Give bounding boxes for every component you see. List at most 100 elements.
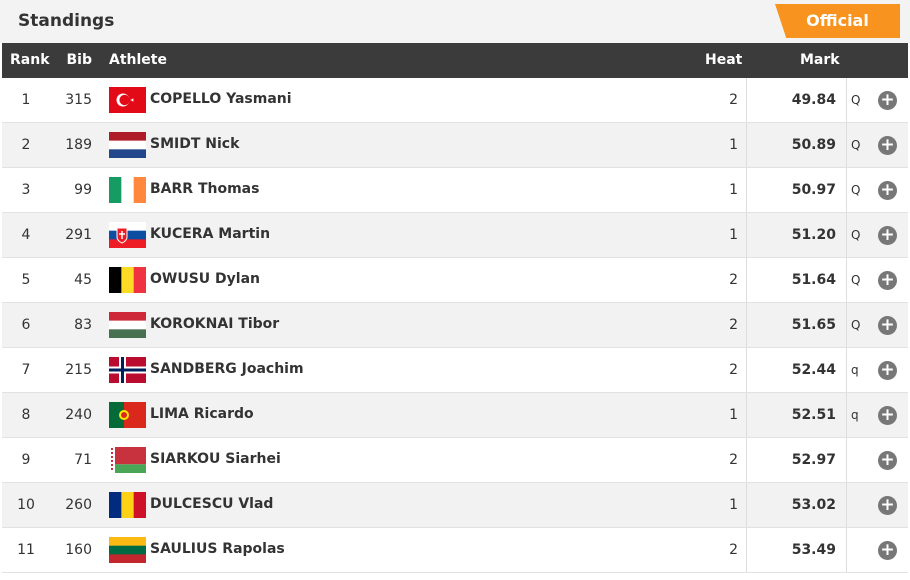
column-separator: [746, 483, 747, 527]
column-separator: [746, 258, 747, 302]
details-button[interactable]: +: [878, 181, 897, 200]
details-button[interactable]: +: [878, 361, 897, 380]
mark: 49.84: [791, 92, 836, 108]
mark: 51.20: [791, 227, 836, 243]
table-row: 6 83 KOROKNAI Tibor 2 51.65 Q +: [2, 303, 908, 348]
column-separator: [746, 78, 747, 122]
column-separator: [846, 258, 847, 302]
bib: 215: [65, 362, 92, 378]
mark: 53.02: [791, 497, 836, 513]
athlete-name: DULCESCU Vlad: [150, 496, 274, 512]
country-flag: [109, 357, 146, 383]
qualifier: q: [851, 363, 859, 377]
table-row: 1 315 COPELLO Yasmani 2 49.84 Q +: [2, 78, 908, 123]
title: Standings: [18, 11, 115, 31]
column-header: Rank: [10, 52, 50, 68]
details-button[interactable]: +: [878, 316, 897, 335]
country-flag: [109, 447, 146, 473]
heat: 2: [729, 92, 738, 108]
bib: 83: [74, 317, 92, 333]
athlete-name: SIARKOU Siarhei: [150, 451, 281, 467]
details-button[interactable]: +: [878, 541, 897, 560]
qualifier: Q: [851, 273, 861, 287]
heat: 2: [729, 317, 738, 333]
column-separator: [846, 168, 847, 212]
table-row: 8 240 LIMA Ricardo 1 52.51 q +: [2, 393, 908, 438]
column-separator: [846, 78, 847, 122]
table-row: 3 99 BARR Thomas 1 50.97 Q +: [2, 168, 908, 213]
table-row: 4 291 KUCERA Martin 1 51.20 Q +: [2, 213, 908, 258]
bib: 71: [74, 452, 92, 468]
heat: 2: [729, 362, 738, 378]
column-separator: [846, 303, 847, 347]
details-button[interactable]: +: [878, 496, 897, 515]
rank: 9: [21, 452, 31, 468]
country-flag: [109, 537, 146, 564]
column-separator: [746, 438, 747, 482]
athlete-name: SANDBERG Joachim: [150, 361, 304, 377]
rank: 11: [17, 542, 35, 558]
flag-icon: [109, 357, 146, 383]
qualifier: Q: [851, 138, 861, 152]
bib: 99: [74, 182, 92, 198]
column-separator: [746, 528, 747, 572]
column-separator: [746, 393, 747, 437]
details-button[interactable]: +: [878, 406, 897, 425]
column-header: Bib: [66, 52, 93, 68]
bib: 315: [65, 92, 92, 108]
mark: 50.89: [791, 137, 836, 153]
mark: 52.44: [791, 362, 836, 378]
column-separator: [846, 528, 847, 572]
details-button[interactable]: +: [878, 226, 897, 245]
country-flag: [109, 402, 146, 428]
mark: 52.97: [791, 452, 836, 468]
column-header: Mark: [800, 52, 840, 68]
heat: 2: [729, 452, 738, 468]
heat: 1: [729, 182, 738, 198]
column-header: Athlete: [109, 52, 167, 68]
column-separator: [846, 213, 847, 257]
athlete-name: KUCERA Martin: [150, 226, 271, 242]
heat: 2: [729, 542, 738, 558]
table-row: 9 71 SIARKOU Siarhei 2 52.97 +: [2, 438, 908, 483]
rank: 5: [21, 272, 31, 288]
qualifier: Q: [851, 228, 861, 242]
heat: 1: [729, 497, 738, 513]
athlete-name: LIMA Ricardo: [150, 406, 254, 422]
bib: 189: [65, 137, 92, 153]
heat: 1: [729, 407, 738, 423]
country-flag: [109, 492, 147, 518]
country-flag: [109, 312, 146, 339]
column-header: Heat: [705, 52, 743, 68]
details-button[interactable]: +: [878, 271, 897, 290]
column-separator: [746, 303, 747, 347]
status-badge: Official: [775, 4, 900, 38]
table-row: 11 160 SAULIUS Rapolas 2 53.49 +: [2, 528, 908, 573]
column-separator: [846, 438, 847, 482]
details-button[interactable]: +: [878, 451, 897, 470]
bib: 160: [65, 542, 92, 558]
flag-icon: [109, 402, 146, 428]
athlete-name: KOROKNAI Tibor: [150, 316, 280, 332]
athlete-name: COPELLO Yasmani: [150, 91, 292, 107]
flag-icon: [109, 132, 146, 159]
bib: 45: [74, 272, 92, 288]
mark: 50.97: [791, 182, 836, 198]
country-flag: [109, 267, 147, 293]
details-button[interactable]: +: [878, 91, 897, 110]
qualifier: q: [851, 408, 859, 422]
athlete-name: SMIDT Nick: [150, 136, 240, 152]
country-flag: [109, 222, 146, 249]
flag-icon: [109, 222, 146, 249]
table-header: Rank Bib Athlete Heat Mark: [2, 43, 908, 78]
rank: 6: [21, 317, 31, 333]
rank: 7: [21, 362, 31, 378]
mark: 51.65: [791, 317, 836, 333]
column-separator: [746, 123, 747, 167]
rank: 1: [21, 92, 31, 108]
athlete-name: SAULIUS Rapolas: [150, 541, 285, 557]
column-separator: [746, 168, 747, 212]
table-row: 2 189 SMIDT Nick 1 50.89 Q +: [2, 123, 908, 168]
details-button[interactable]: +: [878, 136, 897, 155]
